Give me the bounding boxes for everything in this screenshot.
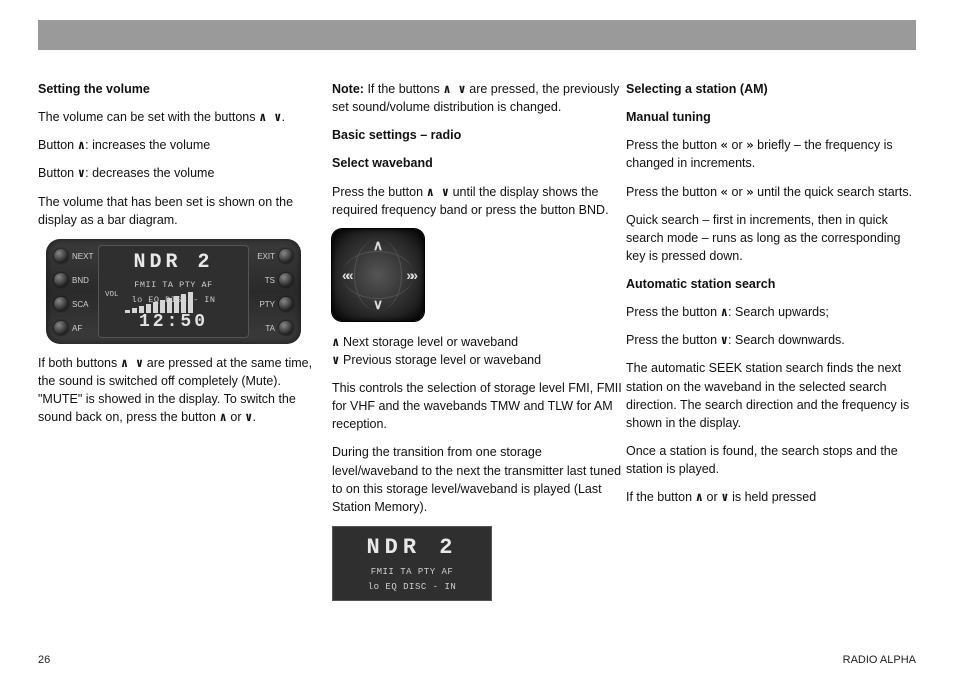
col3-p8: If the button ∧ or ∨ is held pressed (626, 488, 916, 506)
col2-p2: This controls the selection of storage l… (332, 379, 622, 433)
label-exit: EXIT (257, 251, 275, 263)
content-row: Setting the volume The volume can be set… (38, 80, 916, 601)
column-3: Selecting a station (AM) Manual tuning P… (626, 80, 916, 601)
small-disp-line1: FMII TA PTY AF (339, 566, 485, 579)
radio-display-panel: NEXT BND SCA AF EXIT TS PTY TA NDR 2 FMI… (46, 239, 301, 344)
knob-exit[interactable] (279, 249, 293, 263)
page-number: 26 (38, 654, 50, 666)
col1-p4: The volume that has been set is shown on… (38, 193, 328, 229)
col2-note: Note: If the buttons ∧ ∨ are pressed, th… (332, 80, 622, 116)
col1-p2: Button ∧: increases the volume (38, 136, 328, 154)
col3-sub1: Manual tuning (626, 110, 711, 124)
radio-vol-label: VOL (105, 290, 119, 301)
nav-up-icon[interactable]: ∧ (373, 235, 383, 255)
col1-p1: The volume can be set with the buttons ∧… (38, 108, 328, 126)
label-pty: PTY (259, 299, 275, 311)
knob-af[interactable] (54, 321, 68, 335)
label-next: NEXT (72, 251, 93, 263)
col3-title: Selecting a station (AM) (626, 82, 768, 96)
label-bnd: BND (72, 275, 89, 287)
column-2: Note: If the buttons ∧ ∨ are pressed, th… (332, 80, 622, 601)
header-bar (38, 20, 916, 50)
knob-bnd[interactable] (54, 273, 68, 287)
radio-lcd: NDR 2 FMII TA PTY AF lo EQ DISC - IN VOL… (98, 245, 249, 338)
label-ts: TS (265, 275, 275, 287)
col2-title2: Basic settings – radio (332, 128, 461, 142)
label-sca: SCA (72, 299, 88, 311)
col3-p1: Press the button « or » briefly – the fr… (626, 136, 916, 172)
col3-sub2: Automatic station search (626, 277, 775, 291)
nav-left-icon[interactable]: «« (342, 265, 350, 285)
nav-down-icon[interactable]: ∨ (373, 294, 383, 314)
col1-p5: If both buttons ∧ ∨ are pressed at the s… (38, 354, 328, 427)
footer: 26 RADIO ALPHA (38, 654, 916, 666)
col3-p2: Press the button « or » until the quick … (626, 183, 916, 201)
radio-station: NDR 2 (103, 248, 244, 277)
knob-ta[interactable] (279, 321, 293, 335)
knob-ts[interactable] (279, 273, 293, 287)
col3-p4: Press the button ∧: Search upwards; (626, 303, 916, 321)
nav-pad: ∧ ∨ «« »» (332, 229, 424, 321)
small-disp-station: NDR 2 (339, 532, 485, 564)
col1-p3: Button ∨: decreases the volume (38, 164, 328, 182)
col3-p6: The automatic SEEK station search finds … (626, 359, 916, 432)
col3-p3: Quick search – first in increments, then… (626, 211, 916, 265)
knob-sca[interactable] (54, 297, 68, 311)
small-disp-line2: lo EQ DISC - IN (339, 581, 485, 594)
label-ta: TA (265, 323, 275, 335)
col2-sub: Select waveband (332, 156, 433, 170)
knob-next[interactable] (54, 249, 68, 263)
small-radio-display: NDR 2 FMII TA PTY AF lo EQ DISC - IN (332, 526, 492, 601)
col1-title: Setting the volume (38, 82, 150, 96)
col2-p3: During the transition from one storage l… (332, 443, 622, 516)
column-1: Setting the volume The volume can be set… (38, 80, 328, 601)
label-af: AF (72, 323, 82, 335)
col3-p7: Once a station is found, the search stop… (626, 442, 916, 478)
nav-right-icon[interactable]: »» (406, 265, 414, 285)
radio-line1: FMII TA PTY AF (103, 279, 244, 291)
col2-keys: ∧ Next storage level or waveband ∨ Previ… (332, 333, 622, 369)
col2-p1: Press the button ∧ ∨ until the display s… (332, 183, 622, 219)
radio-volume-bars (125, 292, 193, 313)
footer-title: RADIO ALPHA (843, 654, 916, 666)
knob-pty[interactable] (279, 297, 293, 311)
col3-p5: Press the button ∨: Search downwards. (626, 331, 916, 349)
